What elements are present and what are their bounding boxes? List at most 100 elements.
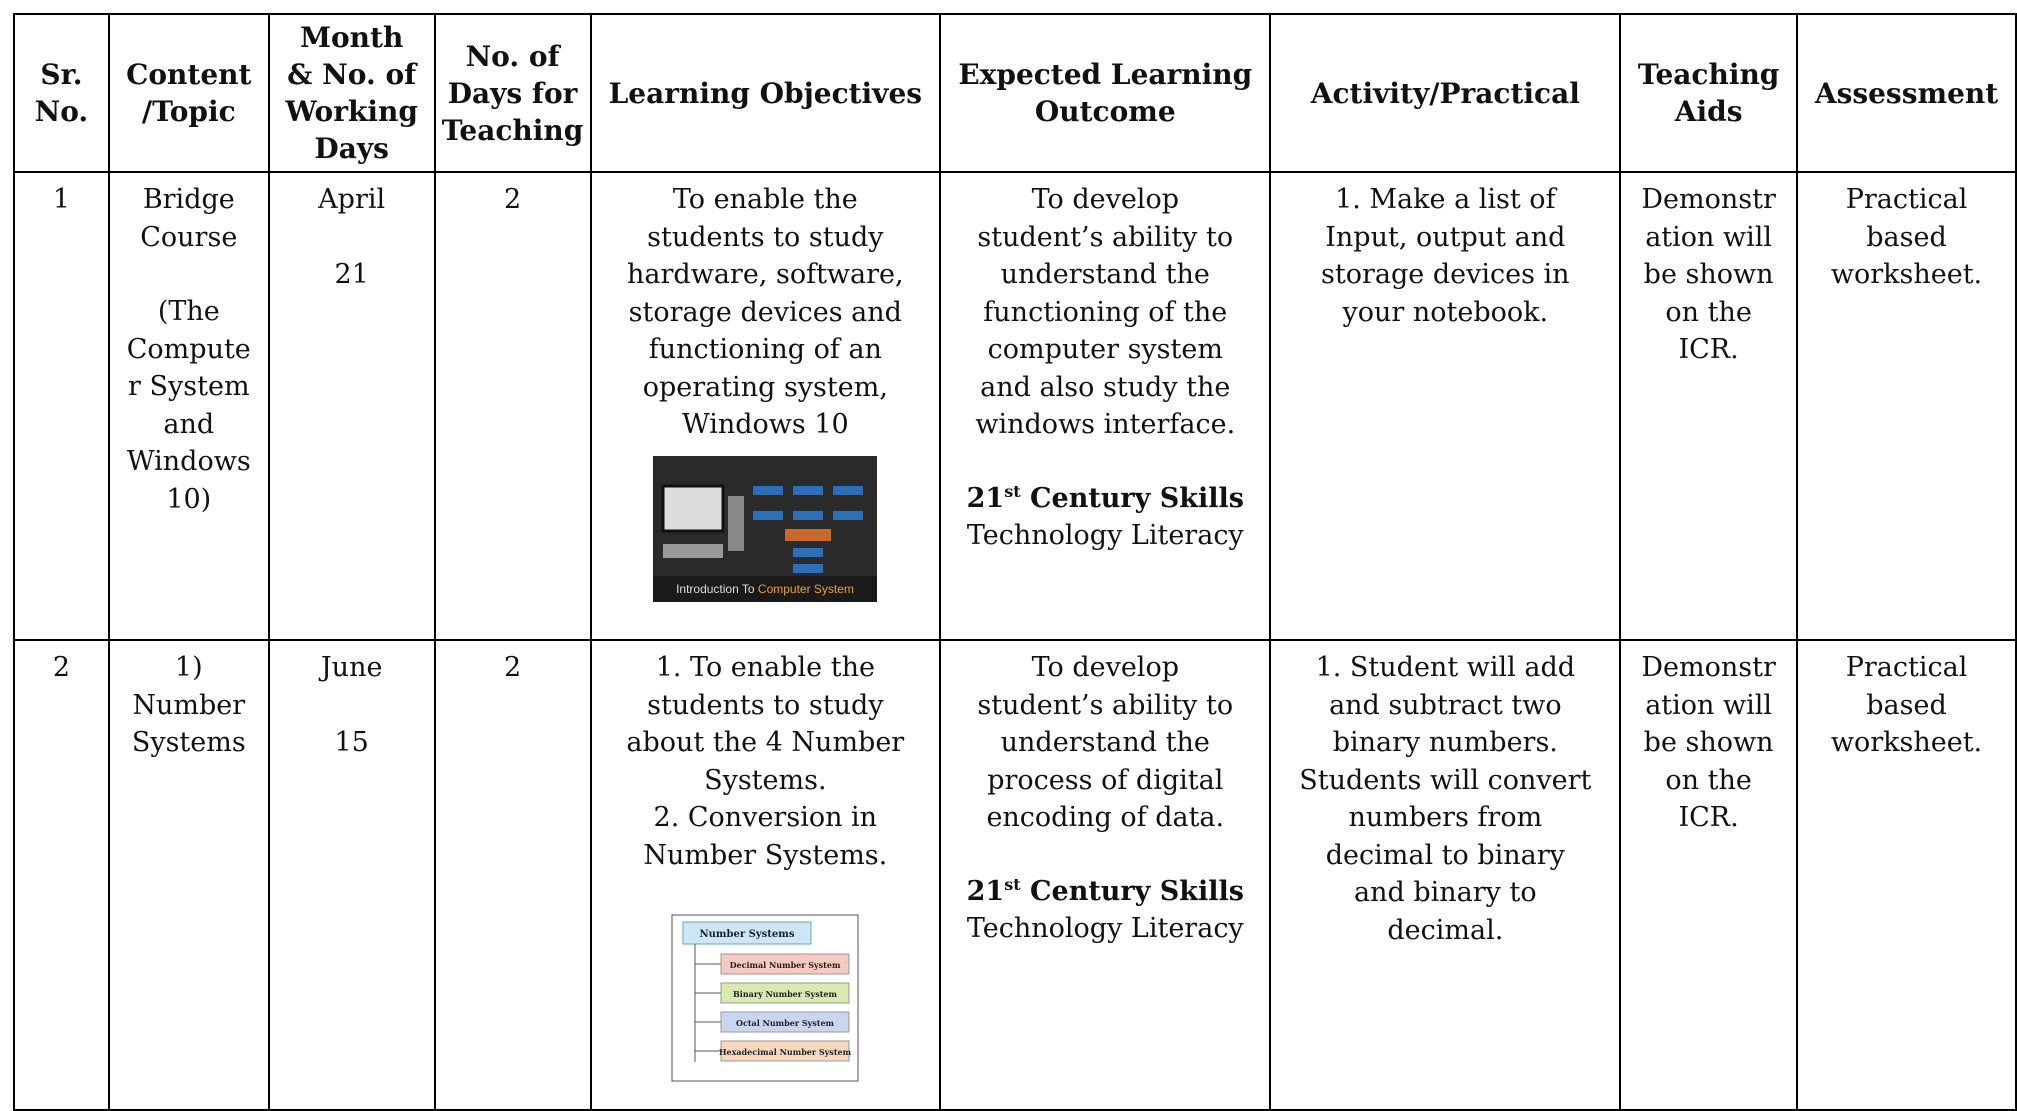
skills-sub: Technology Literacy	[966, 913, 1244, 944]
text-line: Days	[314, 132, 389, 165]
text-line: Systems.	[704, 764, 827, 796]
text-line: 1	[52, 184, 71, 215]
skills-heading: 21st Century Skills	[967, 483, 1244, 514]
text-line: and subtract two	[1329, 689, 1562, 721]
table-cell: 1. Student will add and subtract two binar…	[1269, 639, 1622, 1111]
header-row: Sr. No. Content/Topic Month & No. of Working D…	[13, 13, 2017, 173]
text-line: and binary to	[1354, 877, 1537, 908]
text-line: understand the	[1000, 727, 1210, 758]
text-line: encoding of data.	[986, 802, 1225, 833]
header-cell: Expected Learning Outcome	[939, 13, 1272, 173]
para: To develop student’s ability to understand…	[941, 181, 1269, 444]
text-line: decimal.	[1387, 914, 1504, 946]
para: 15	[270, 724, 434, 762]
text-line: 1)	[174, 652, 203, 683]
text-line: 1. Student will add	[1315, 652, 1576, 683]
text-line: Windows	[126, 446, 251, 477]
header-cell: Activity/Practical	[1269, 13, 1622, 173]
text-line: Assessment	[1814, 76, 1999, 110]
item-box	[720, 1040, 850, 1062]
text-line: understand the	[1000, 259, 1210, 290]
text-line: Number Systems.	[643, 839, 888, 871]
skills-sup: st	[1004, 481, 1021, 501]
text-line: decimal to binary	[1325, 839, 1565, 871]
flow-box	[753, 510, 784, 520]
text-line: No. of	[465, 39, 560, 73]
monitor	[661, 484, 725, 532]
para: 2	[436, 181, 590, 219]
table-cell: June 15	[267, 639, 436, 1111]
text-line: functioning of an	[648, 334, 882, 365]
text-line: Learning Objectives	[608, 76, 923, 110]
para: 1. Student will add and subtract two binar…	[1271, 649, 1619, 949]
text-line: student’s ability to	[977, 221, 1234, 253]
skills-sub: Technology Literacy	[966, 520, 1244, 551]
header-cell: Month & No. of Working Days	[267, 13, 436, 173]
text-line: Number	[132, 689, 246, 721]
para: Bridge Course	[110, 181, 268, 256]
text-line: worksheet.	[1830, 727, 1983, 758]
text-line: ation will	[1645, 221, 1773, 253]
text-line: operating system,	[642, 371, 888, 403]
item-box	[720, 953, 850, 975]
text-line: Systems	[131, 727, 246, 758]
table-cell: Demonstr ation will be shown on the ICR.	[1619, 639, 1799, 1111]
table-cell: To develop student’s ability to understand…	[939, 639, 1272, 1111]
text-line: about the 4 Number	[626, 727, 905, 758]
para: 2	[436, 649, 590, 687]
text-line: Practical	[1845, 184, 1968, 215]
text-line: 21	[334, 258, 369, 290]
text-line: be shown	[1643, 259, 1774, 290]
item-label: Binary Number System	[733, 989, 837, 999]
table-cell: 2	[13, 639, 110, 1111]
para: 1. Make a list of Input, output and storag…	[1271, 181, 1619, 331]
header-cell: Learning Objectives	[589, 13, 942, 173]
text-line: Demonstr	[1641, 184, 1776, 215]
header-cell: No. of Days for Teaching	[433, 13, 592, 173]
flow-box	[793, 547, 824, 557]
text-line: student’s ability to	[977, 689, 1234, 721]
flow-box	[793, 485, 824, 495]
table-cell: 1) Number Systems	[107, 639, 270, 1111]
keyboard	[663, 543, 724, 558]
skills-sup: st	[1004, 874, 1021, 894]
flow-box	[753, 485, 784, 495]
header-cell: Teaching Aids	[1619, 13, 1799, 173]
text-line: Outcome	[1034, 95, 1176, 128]
para: Practical based worksheet.	[1798, 649, 2015, 762]
text-line: r System	[128, 371, 250, 402]
text-line: ation will	[1645, 689, 1773, 721]
table-cell: 2	[433, 639, 592, 1111]
text-line: (The	[157, 296, 220, 327]
text-line: /Topic	[141, 95, 236, 128]
text-line: Demonstr	[1641, 652, 1776, 683]
title-box	[682, 921, 812, 945]
text-line: 2	[503, 652, 522, 683]
tower	[728, 495, 745, 551]
table-row: 2 1) Number Systems June 15 2 1. To enable the s…	[13, 639, 2017, 1111]
item-box	[720, 1011, 850, 1033]
text-line: Course	[140, 221, 238, 253]
text-line: Teaching	[441, 113, 584, 147]
item-label: Hexadecimal Number System	[719, 1047, 852, 1057]
table-cell: 1. To enable the students to study about t…	[589, 639, 942, 1111]
text-line: functioning of the	[983, 296, 1228, 328]
text-line: 1. To enable the	[655, 652, 875, 683]
table-cell: 2	[433, 171, 592, 641]
text-line: & No. of	[287, 58, 417, 91]
lesson-plan-table: Sr. No. Content/Topic Month & No. of Working D…	[13, 13, 2017, 1111]
para: April	[270, 181, 434, 219]
text-line: Bridge	[142, 184, 235, 215]
text-line: Expected Learning	[958, 58, 1253, 91]
skills: 21st Century Skills Technology Literacy	[941, 873, 1269, 948]
text-line: be shown	[1643, 727, 1774, 758]
text-line: binary numbers.	[1332, 727, 1558, 758]
text-line: process of digital	[987, 764, 1224, 796]
table-cell: Bridge Course (The Compute r System and Window…	[107, 171, 270, 641]
skills-text: Century Skills	[1030, 875, 1244, 907]
text-line: Teaching	[1637, 58, 1780, 91]
text-line: 10)	[166, 483, 212, 515]
header-cell: Content/Topic	[107, 13, 270, 173]
table-row: 1 Bridge Course (The Compute r System and Windo…	[13, 171, 2017, 641]
